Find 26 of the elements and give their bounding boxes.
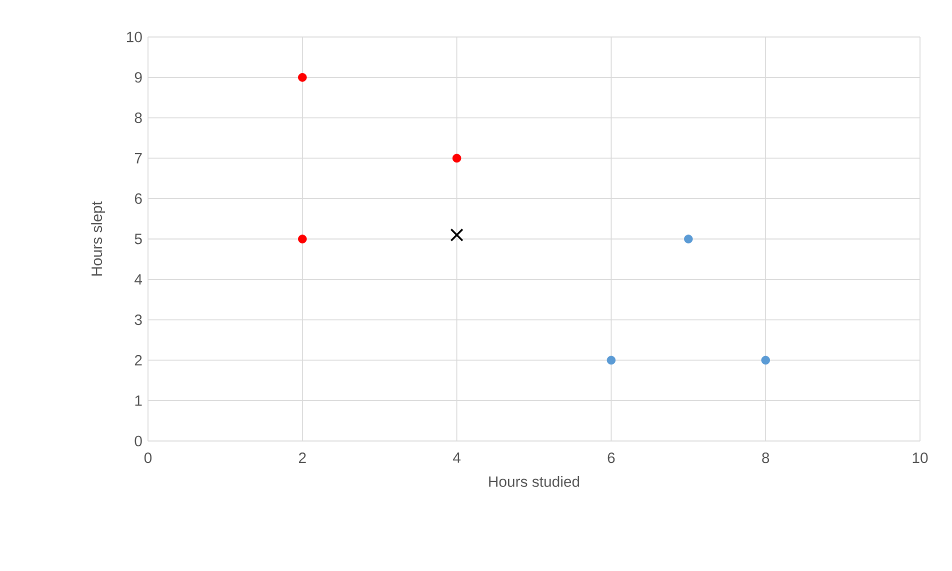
point — [298, 73, 307, 82]
x-axis-title: Hours studied — [489, 476, 580, 487]
x-tick-label: 6 — [608, 452, 615, 464]
y-tick-label: 3 — [134, 314, 142, 326]
y-tick-label: 9 — [134, 72, 142, 83]
point — [450, 228, 464, 242]
x-tick-label: 8 — [762, 452, 770, 464]
y-tick-label: 1 — [135, 395, 142, 406]
y-tick-label: 4 — [134, 274, 142, 285]
x-tick-label: 0 — [144, 452, 152, 464]
y-tick-label: 2 — [134, 354, 142, 366]
point — [606, 356, 616, 365]
y-tick-label: 7 — [134, 153, 142, 164]
point — [452, 154, 462, 163]
y-tick-label: 10 — [127, 32, 142, 42]
point — [298, 234, 307, 244]
y-tick-label: 6 — [134, 193, 142, 204]
y-tick-label: 8 — [134, 112, 142, 124]
y-axis-title: Hours slept — [91, 201, 106, 276]
point — [684, 234, 693, 244]
x-tick-label: 10 — [912, 452, 928, 464]
x-tick-label: 4 — [452, 452, 461, 463]
y-tick-label: 0 — [134, 436, 142, 446]
y-tick-label: 5 — [134, 234, 142, 244]
x-tick-label: 2 — [298, 452, 306, 463]
point — [761, 356, 770, 365]
